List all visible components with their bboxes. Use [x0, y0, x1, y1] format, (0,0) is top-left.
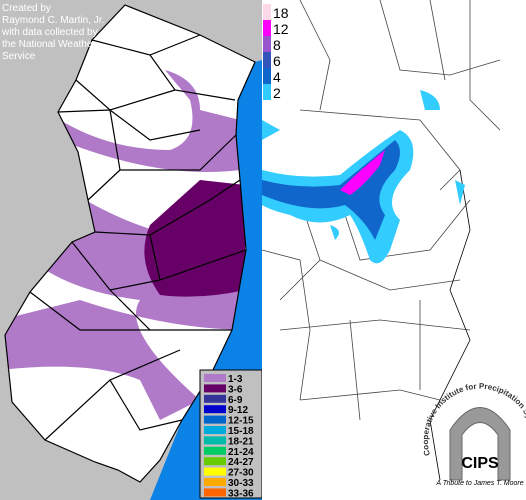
legend-label: 6 [273, 53, 281, 69]
legend-swatch [204, 384, 226, 393]
legend-label: 8 [273, 37, 281, 53]
legend-label: 18-21 [228, 436, 254, 447]
legend-swatch [204, 436, 226, 445]
precip-areas [262, 90, 465, 264]
legend-swatch [263, 4, 271, 20]
band-1-3 [5, 70, 250, 420]
legend-label: 1-3 [228, 374, 243, 385]
legend-label: 21-24 [228, 447, 254, 458]
legend-swatch [204, 426, 226, 434]
legend-swatch [204, 467, 226, 476]
legend-swatch [204, 488, 226, 497]
legend-label: 12-15 [228, 416, 254, 427]
legend-label: 12 [273, 21, 289, 37]
legend-label: 15-18 [228, 426, 254, 437]
legend-swatch [204, 446, 226, 455]
legend-swatch [204, 478, 226, 486]
legend-swatch [263, 68, 271, 84]
logo-name: CIPS [461, 455, 499, 472]
legend-label: 2 [273, 85, 281, 101]
logo-tribute: A Tribute to James T. Moore [435, 480, 523, 487]
legend-swatch [204, 415, 226, 424]
credit-line: Created by [2, 3, 51, 14]
legend-swatch [204, 405, 226, 414]
legend-label: 18 [273, 5, 289, 21]
legend-swatch [263, 36, 271, 52]
legend-label: 24-27 [228, 457, 254, 468]
credit-line: Raymond C. Martin, Jr. [2, 15, 104, 26]
credit-line: Service [2, 51, 36, 62]
legend-label: 33-36 [228, 488, 254, 499]
band-3-6 [144, 180, 245, 297]
legend-swatch [204, 394, 226, 403]
legend-label: 30-33 [228, 478, 254, 489]
region-map [262, 0, 526, 500]
legend-label: 6-9 [228, 395, 243, 406]
credit-line: the National Weather [2, 39, 96, 50]
state-lines [261, 0, 501, 481]
legend-swatch [204, 374, 226, 382]
legend-swatch [263, 20, 271, 36]
county-lines [4, 4, 256, 483]
legend-swatch [263, 84, 271, 100]
legend-swatch [204, 457, 226, 466]
legend-swatch [263, 52, 271, 68]
legend-label: 3-6 [228, 384, 243, 395]
legend-label: 9-12 [228, 405, 248, 416]
legend-label: 27-30 [228, 468, 254, 479]
credit: Created by Raymond C. Martin, Jr. with d… [1, 3, 104, 62]
snowfall-bands [5, 70, 250, 420]
left-legend: 1-33-66-99-1212-1515-1818-2121-2424-2727… [204, 374, 254, 499]
legend-label: 4 [273, 69, 281, 85]
credit-line: with data collected by [1, 27, 98, 38]
